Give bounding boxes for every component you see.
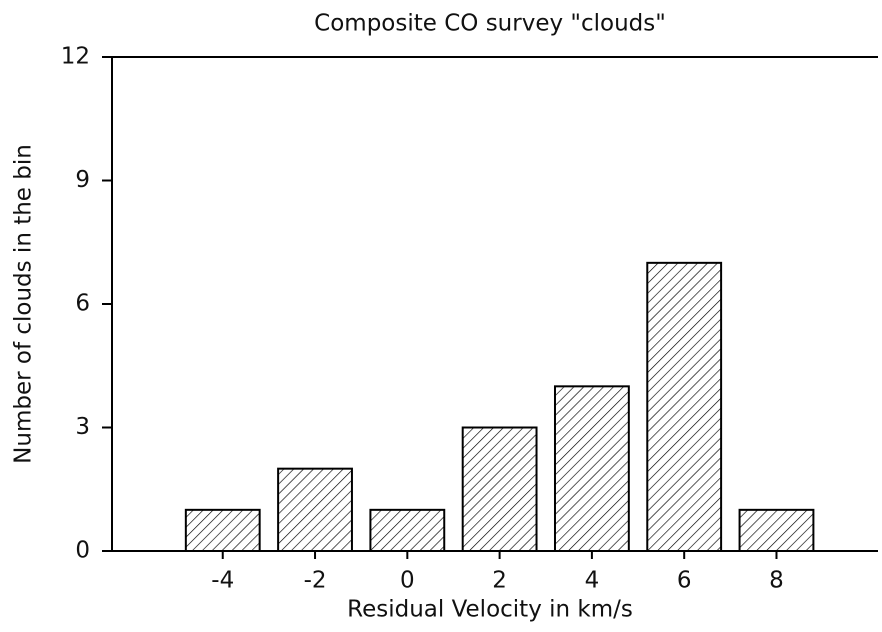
x-tick-label: 2 [492, 568, 507, 594]
bar [369, 508, 446, 553]
x-tick-label: 4 [585, 568, 600, 594]
x-axis-label: Residual Velocity in km/s [347, 597, 633, 623]
x-tick-label: 8 [769, 568, 784, 594]
bar [277, 467, 353, 552]
y-tick-label: 9 [75, 167, 90, 193]
bar [738, 508, 815, 553]
x-tick-label: 0 [400, 568, 415, 594]
x-tick-label: -2 [304, 568, 327, 594]
bar [461, 426, 538, 552]
y-tick-label: 12 [61, 44, 90, 70]
y-axis-label: Number of clouds in the bin [11, 144, 37, 464]
bar [184, 508, 261, 553]
chart-title: Composite CO survey "clouds" [314, 11, 666, 37]
bar [646, 261, 723, 552]
x-tick-label: -4 [211, 568, 234, 594]
y-tick-label: 0 [75, 538, 90, 564]
x-tick-label: 6 [677, 568, 692, 594]
y-tick-label: 6 [75, 291, 90, 317]
y-tick-label: 3 [75, 414, 90, 440]
bar [553, 385, 630, 553]
